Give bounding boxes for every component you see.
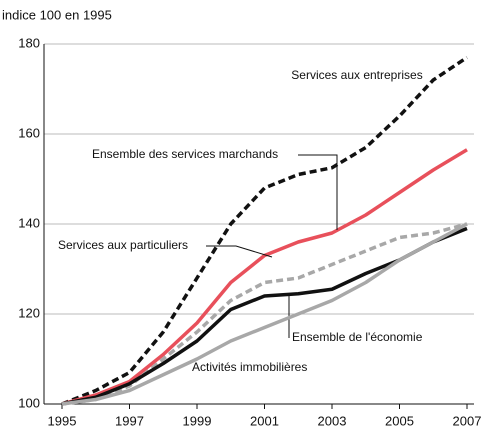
series-label: Services aux entreprises <box>291 68 422 82</box>
x-tick-label: 2007 <box>453 413 482 428</box>
series-line <box>61 222 468 406</box>
y-tick-label: 180 <box>18 35 40 50</box>
x-tick-label: 1995 <box>48 413 77 428</box>
series-label: Ensemble de l'économie <box>292 330 423 344</box>
x-tick-label: 1999 <box>183 413 212 428</box>
series-label: Ensemble des services marchands <box>92 147 278 161</box>
x-tick-label: 2001 <box>250 413 279 428</box>
leader-line <box>206 245 273 258</box>
x-tick-label: 1997 <box>115 413 144 428</box>
y-tick-label: 160 <box>18 125 40 140</box>
x-tick-label: 2003 <box>318 413 347 428</box>
y-tick-label: 140 <box>18 215 40 230</box>
y-tick-label: 100 <box>18 395 40 410</box>
series-line <box>61 222 468 406</box>
leader-line <box>298 154 338 230</box>
series-label: Activités immobilières <box>192 360 307 374</box>
series-line <box>61 56 468 406</box>
y-tick-label: 120 <box>18 305 40 320</box>
series-label: Services aux particuliers <box>58 238 188 252</box>
x-tick-label: 2005 <box>385 413 414 428</box>
y-axis-label: indice 100 en 1995 <box>2 7 112 22</box>
series-line <box>61 148 468 406</box>
